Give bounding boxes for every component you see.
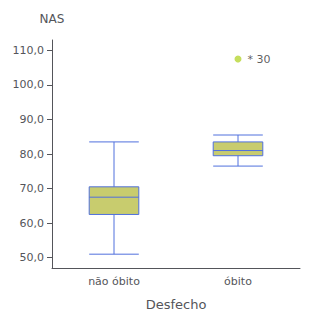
svg-text:não óbito: não óbito [88,275,140,288]
svg-text:óbito: óbito [224,275,252,288]
svg-text:100,0: 100,0 [13,78,45,91]
svg-text:* 30: * 30 [248,53,271,66]
svg-text:110,0: 110,0 [13,44,45,57]
svg-text:60,0: 60,0 [20,217,45,230]
svg-text:70,0: 70,0 [20,182,45,195]
svg-text:90,0: 90,0 [20,113,45,126]
svg-text:Desfecho: Desfecho [146,297,207,312]
svg-text:NAS: NAS [40,12,65,26]
svg-text:80,0: 80,0 [20,148,45,161]
svg-text:50,0: 50,0 [20,251,45,264]
